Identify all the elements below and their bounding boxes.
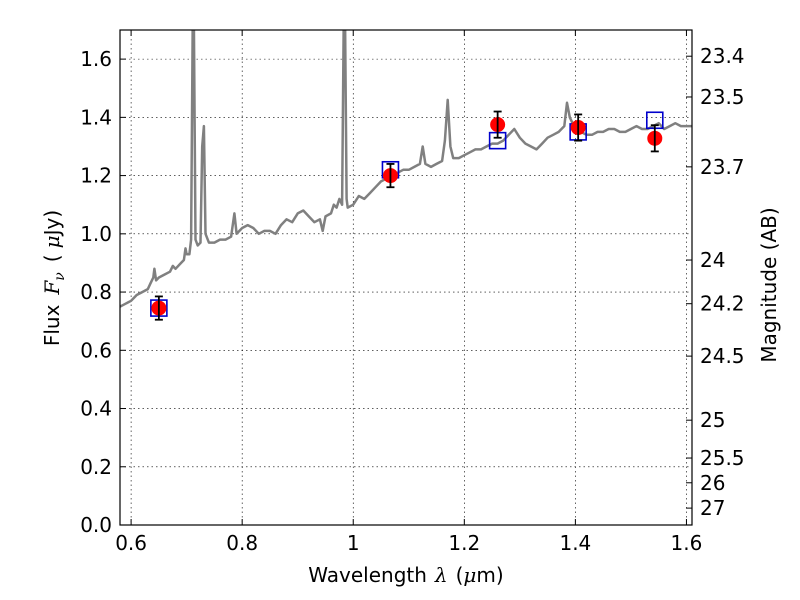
y-tick-label: 1.4 — [80, 105, 112, 129]
y2-tick-label: 24.2 — [700, 292, 745, 316]
x-tick-label: 1.2 — [448, 531, 480, 555]
y2-tick-label: 23.4 — [700, 44, 745, 68]
y2-tick-label: 25 — [700, 408, 725, 432]
y-tick-label: 0.2 — [80, 455, 112, 479]
y-tick-label: 0.6 — [80, 338, 112, 362]
y-tick-label: 0.0 — [80, 513, 112, 537]
x-tick-label: 1.4 — [559, 531, 591, 555]
y-tick-label: 0.8 — [80, 280, 112, 304]
y2-tick-label: 24 — [700, 248, 725, 272]
plot-area — [120, 30, 692, 321]
x-tick-label: 0.8 — [226, 531, 258, 555]
plot-frame — [119, 29, 693, 526]
x-tick-label: 0.6 — [115, 531, 147, 555]
y-tick-label: 1.6 — [80, 47, 112, 71]
grid — [120, 30, 692, 526]
y2-axis-label: Magnitude (AB) — [757, 207, 781, 362]
y-tick-label: 1.0 — [80, 222, 112, 246]
y2-tick-label: 27 — [700, 496, 725, 520]
x-tick-label: 1.6 — [671, 531, 703, 555]
x-tick-label: 1 — [347, 531, 360, 555]
y-tick-label: 1.2 — [80, 164, 112, 188]
y-axis-label: FluxFν(μJy) — [40, 210, 68, 346]
y2-tick-label: 23.7 — [700, 155, 745, 179]
y-tick-label: 0.4 — [80, 397, 112, 421]
x-axis-label: Wavelength λ (μm) — [308, 563, 503, 587]
axis-ticks: 0.6 0.8 1 1.2 1.4 1.6 0.0 0.2 0.4 0.6 0.8 1.0 1.2 1.4… — [80, 30, 745, 555]
y2-tick-label: 23.5 — [700, 85, 745, 109]
y2-tick-label: 26 — [700, 471, 725, 495]
y2-tick-label: 24.5 — [700, 344, 745, 368]
y2-tick-label: 25.5 — [700, 446, 745, 470]
